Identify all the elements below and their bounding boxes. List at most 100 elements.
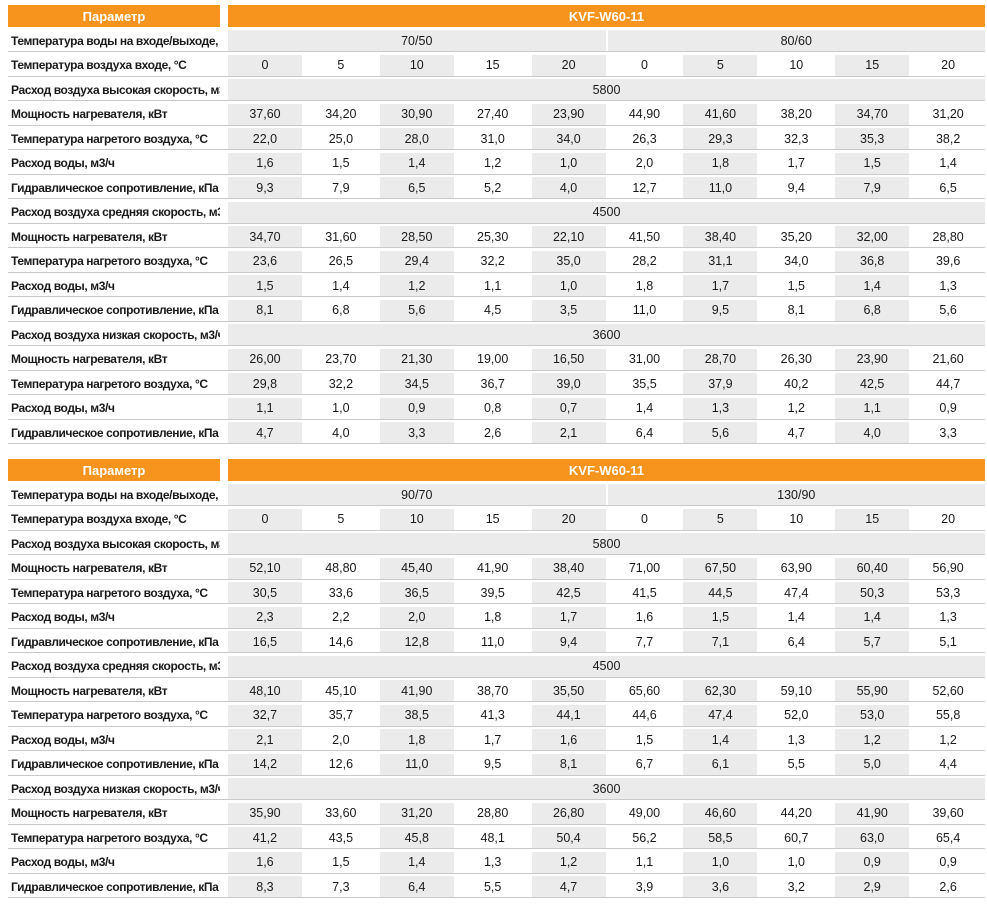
value-cell: 1,6 [531, 729, 606, 750]
value-cell: 8,3 [228, 876, 302, 897]
air-temp-cell: 0 [228, 508, 302, 530]
value-row: Гидравлическое сопротивление, кПа 14,2 12,… [8, 753, 985, 776]
air-temp-cell: 15 [835, 54, 910, 76]
value-cell: 30,90 [379, 103, 454, 125]
value-cell: 1,6 [635, 610, 654, 624]
water-temp-area: 70/50 80/60 [228, 30, 985, 51]
airflow-value-cell: 4500 [228, 655, 985, 677]
value-cell: 30,5 [228, 582, 302, 603]
value-cell: 1,3 [939, 610, 957, 624]
value-cell: 32,7 [228, 704, 302, 726]
value-cell: 9,5 [483, 757, 502, 771]
row-label: Температура нагретого воздуха, °С [11, 830, 208, 845]
value-row-area: 4,7 4,0 3,3 2,6 2,1 6,4 5,6 4,7 4,0 3,3 [228, 422, 985, 443]
value-cell: 32,2 [480, 254, 505, 268]
value-cell: 38,40 [531, 557, 606, 579]
value-cell: 31,00 [628, 352, 661, 366]
value-cell: 3,2 [787, 879, 805, 894]
value-row-area: 41,2 43,5 45,8 48,1 50,4 56,2 58,5 60,7 63,0 65,4 [228, 827, 985, 848]
value-cell: 62,30 [683, 680, 758, 701]
value-cell: 6,4 [635, 425, 654, 440]
row-label: Расход воздуха высокая скорость, м3/ч [11, 82, 220, 97]
value-cell: 31,1 [683, 250, 758, 272]
value-cell: 41,50 [628, 229, 661, 244]
value-cell: 1,2 [939, 732, 957, 747]
value-cell: 45,10 [325, 683, 357, 698]
value-cell: 8,1 [531, 753, 606, 775]
air-temp-cell: 20 [531, 54, 606, 76]
value-cell: 41,90 [477, 561, 509, 575]
value-cell: 14,6 [328, 634, 354, 649]
value-cell: 1,4 [835, 275, 910, 296]
air-temp-cell: 5 [337, 58, 345, 72]
value-cell: 0,9 [835, 851, 910, 873]
value-cell: 3,3 [939, 425, 957, 440]
value-cell: 48,10 [228, 680, 302, 701]
parameters-table-1: Параметр KVF-W60-11 Температура воды на вх… [8, 5, 985, 444]
value-cell: 28,80 [477, 806, 509, 820]
param-header-cell: Параметр [8, 5, 220, 27]
value-cell: 1,1 [228, 397, 302, 419]
value-cell: 50,4 [531, 827, 606, 848]
row-label: Гидравлическое сопротивление, кПа [11, 879, 219, 894]
row-label: Мощность нагревателя, кВт [11, 561, 168, 575]
row-label: Расход воздуха высокая скорость, м3/ч [11, 536, 220, 551]
value-cell: 2,0 [379, 606, 454, 628]
air-temp-cell: 20 [941, 512, 956, 526]
value-cell: 34,70 [835, 103, 910, 125]
value-cell: 0,9 [939, 401, 957, 415]
value-row: Расход воды, м3/ч 1,6 1,5 1,4 1,2 1,0 2,0 1,8 1,… [8, 152, 985, 175]
air-temp-cell: 15 [835, 508, 910, 530]
value-cell: 1,8 [635, 278, 654, 293]
value-cell: 37,9 [683, 373, 758, 394]
air-temp-cell: 15 [485, 512, 500, 526]
value-cell: 31,20 [379, 802, 454, 824]
value-cell: 38,20 [780, 107, 812, 121]
row-label: Температура воздуха входе, °С [11, 58, 187, 72]
value-row: Температура нагретого воздуха, °С 22,0 25,… [8, 128, 985, 150]
value-cell: 27,40 [477, 107, 509, 121]
value-cell: 1,6 [228, 152, 302, 174]
airflow-area: 5800 [228, 79, 985, 100]
value-cell: 1,2 [531, 851, 606, 873]
value-cell: 35,7 [328, 708, 354, 722]
value-cell: 31,60 [325, 229, 357, 244]
value-cell: 43,5 [328, 830, 354, 845]
value-row-area: 32,7 35,7 38,5 41,3 44,1 44,6 47,4 52,0 53,0 55,8 [228, 704, 985, 726]
value-row-area: 22,0 25,0 28,0 31,0 34,0 26,3 29,3 32,3 35,3 38,2 [228, 128, 985, 149]
value-cell: 47,4 [784, 585, 809, 600]
row-label: Расход воздуха средняя скорость, м3/ч [11, 205, 220, 219]
value-cell: 0,9 [939, 855, 957, 869]
value-cell: 1,5 [332, 156, 350, 170]
airflow-row: Расход воздуха высокая скорость, м3/ч 580… [8, 79, 985, 101]
value-cell: 46,60 [683, 802, 758, 824]
value-cell: 33,60 [325, 806, 357, 820]
value-cell: 35,5 [632, 376, 657, 391]
airflow-area: 5800 [228, 533, 985, 554]
value-cell: 4,5 [483, 303, 502, 317]
table-header-row: Параметр KVF-W60-11 [8, 459, 985, 481]
value-cell: 1,8 [683, 152, 758, 174]
value-cell: 4,0 [332, 425, 350, 440]
water-temp-span: 80/60 [607, 30, 985, 51]
value-row-area: 14,2 12,6 11,0 9,5 8,1 6,7 6,1 5,5 5,0 4,4 [228, 753, 985, 775]
airflow-value-cell: 3600 [228, 324, 985, 345]
air-temp-row: Температура воздуха входе, °С 0 5 10 15 20 0 5 1… [8, 508, 985, 531]
value-cell: 39,6 [935, 254, 961, 268]
value-cell: 4,7 [787, 425, 805, 440]
value-cell: 1,5 [635, 732, 654, 747]
value-row-area: 35,90 33,60 31,20 28,80 26,80 49,00 46,60 44,20… [228, 802, 985, 824]
value-cell: 1,4 [787, 610, 805, 624]
value-cell: 4,0 [531, 177, 606, 198]
value-cell: 9,4 [787, 180, 805, 195]
value-row: Расход воды, м3/ч 2,3 2,2 2,0 1,8 1,7 1,6 1,5 1,… [8, 606, 985, 629]
value-cell: 1,3 [483, 855, 502, 869]
value-cell: 63,90 [780, 561, 812, 575]
value-cell: 32,3 [784, 131, 809, 146]
value-cell: 2,1 [228, 729, 302, 750]
value-cell: 6,8 [332, 303, 350, 317]
value-cell: 38,70 [477, 683, 509, 698]
parameters-table-2: Параметр KVF-W60-11 Температура воды на вх… [8, 459, 985, 898]
row-label: Мощность нагревателя, кВт [11, 229, 168, 244]
value-cell: 6,5 [939, 180, 957, 195]
